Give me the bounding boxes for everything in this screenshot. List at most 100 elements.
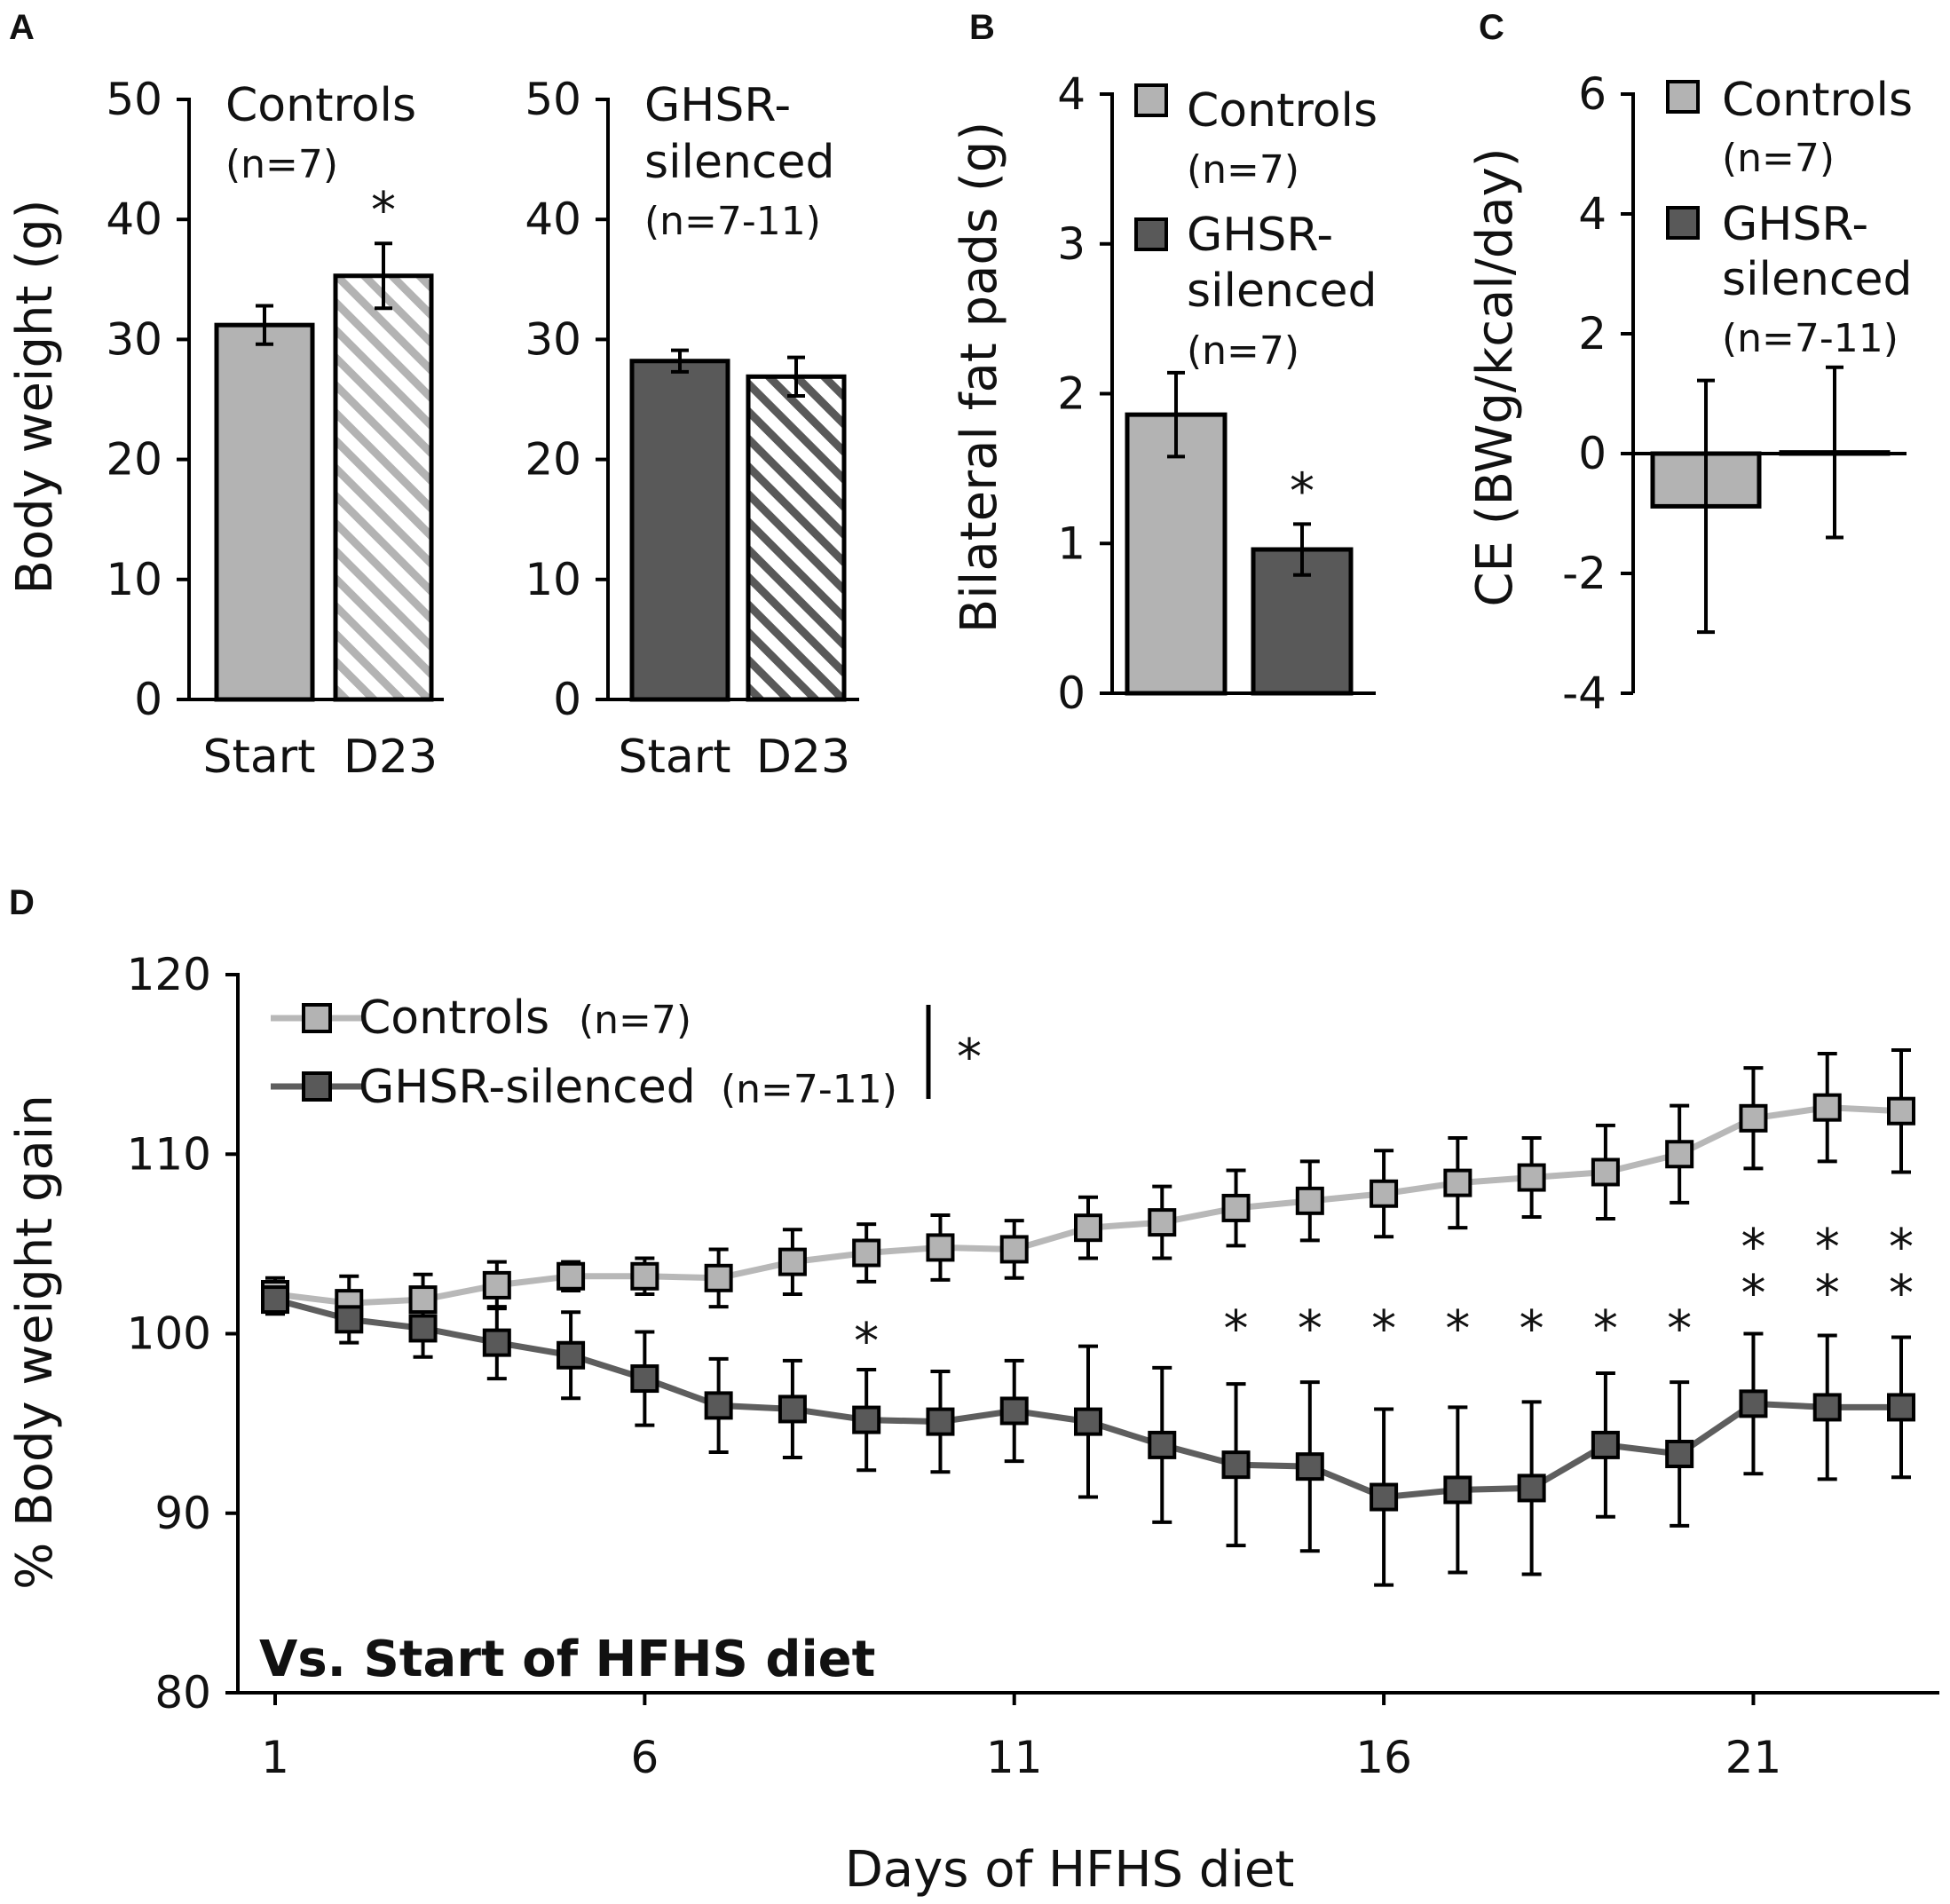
panel-d-ghsr-marker (926, 1407, 955, 1436)
panel-c-legend-controls: Controls (1722, 74, 1913, 127)
panel-c-y-tick-label: 4 (1578, 188, 1607, 240)
panel-d-significance-star-lower: * (1741, 1265, 1765, 1323)
panel-d-ghsr-marker (557, 1340, 586, 1370)
panel-d-controls-marker (1812, 1093, 1842, 1122)
panel-d-controls-marker (852, 1238, 881, 1268)
panel-d-controls-marker (1295, 1186, 1324, 1215)
panel-c-legend-swatch-controls (1666, 80, 1700, 114)
panel-d-controls-marker (408, 1285, 438, 1315)
panel-b-y-tick-label: 4 (1057, 68, 1086, 120)
panel-b-y-axis-title: Bilateral fat pads (g) (951, 122, 1008, 633)
panel-c-legend-ghsr-line2: silenced (1722, 253, 1913, 306)
panel-d-significance-star: * (1520, 1300, 1544, 1358)
panel-label-a: A (9, 8, 35, 47)
panel-b-y-tick-label: 2 (1057, 368, 1086, 420)
panel-label-c: C (1479, 8, 1504, 47)
panel-d-significance-star: * (854, 1313, 879, 1371)
panel-b-chart: Bilateral fat pads (g) 0 1 2 3 4 * Controls … (951, 68, 1378, 719)
panel-c-legend-controls-n: (n=7) (1722, 136, 1835, 181)
panel-label-d: D (9, 883, 35, 922)
panel-d-controls-marker (1591, 1157, 1620, 1187)
panel-d-significance-star-upper: * (1889, 1219, 1914, 1276)
panel-d-ghsr-marker (1148, 1430, 1177, 1459)
panel-d-ghsr-marker (261, 1285, 289, 1315)
panel-d-chart: % Body weight gain Days of HFHS diet 80 9… (6, 949, 1939, 1899)
panel-d-controls-marker (926, 1233, 955, 1262)
panel-d-ghsr-marker (1370, 1482, 1399, 1512)
panel-b-legend-controls: Controls (1187, 84, 1378, 138)
panel-b-legend-ghsr-line1: GHSR- (1187, 209, 1333, 262)
panel-a-controls-y-tick-label: 0 (134, 674, 162, 725)
panel-d-y-tick-label: 90 (154, 1488, 211, 1539)
panel-c-legend: Controls (n=7) GHSR- silenced (n=7-11) (1666, 74, 1913, 361)
panel-c-y-tick-label: 0 (1578, 428, 1607, 479)
panel-d-controls-marker (1665, 1140, 1694, 1169)
panel-d-x-tick-label: 11 (986, 1732, 1043, 1783)
panel-c-y-tick-label: -4 (1562, 668, 1607, 719)
panel-a-ghsr-y-tick-label: 0 (553, 674, 581, 725)
panel-b-legend-ghsr-n: (n=7) (1187, 328, 1299, 374)
panel-a-ghsr-n: (n=7-11) (644, 199, 821, 244)
panel-d-controls-marker (1221, 1193, 1251, 1222)
panel-a-controls-significance-2: * (371, 182, 396, 240)
panel-d-ghsr-marker (1812, 1393, 1842, 1422)
panel-d-significance-star: * * (1889, 1219, 1914, 1323)
panel-d-x-tick-label: 16 (1355, 1732, 1412, 1783)
panel-d-controls-marker (1148, 1208, 1177, 1237)
panel-d-controls-marker (557, 1261, 586, 1291)
panel-a-controls-chart: Body weight (g) 0 10 20 30 40 50 Start * D23 Co… (6, 74, 444, 784)
panel-d-y-tick-label: 100 (127, 1308, 211, 1360)
panel-a-ghsr-bar-1 (629, 359, 730, 702)
panel-d-controls-marker (1443, 1168, 1472, 1197)
panel-d-ghsr-marker (999, 1396, 1029, 1426)
panel-d-legend-ghsr-n: (n=7-11) (721, 1067, 897, 1112)
panel-d-legend-significance: * (957, 1029, 982, 1086)
panel-d-significance-star: * (1593, 1300, 1618, 1358)
panel-d-significance-star: * (1298, 1300, 1322, 1358)
panel-d-controls-marker (1370, 1179, 1399, 1208)
panel-d-ghsr-marker (1295, 1452, 1324, 1481)
panel-a-y-axis-title: Body weight (g) (6, 199, 64, 594)
panel-d-ghsr-marker (1887, 1393, 1915, 1422)
panel-a-ghsr-category-label-1: Start (618, 731, 730, 784)
panel-c-legend-ghsr-line1: GHSR- (1722, 198, 1868, 251)
panel-a-controls-category-label-1: Start (202, 731, 315, 784)
panel-b-legend-ghsr-line2: silenced (1187, 265, 1378, 318)
panel-d-y-tick-label: 110 (127, 1128, 211, 1180)
panel-d-annotation: Vs. Start of HFHS diet (259, 1631, 875, 1688)
panel-d-ghsr-marker (1443, 1475, 1472, 1505)
panel-a-ghsr-title-line1: GHSR- (644, 79, 791, 132)
panel-c-y-tick-label: 2 (1578, 308, 1607, 359)
panel-d-significance-star-lower: * (1815, 1265, 1840, 1323)
panel-d-significance-star: * (1445, 1300, 1470, 1358)
panel-d-significance-star: * (1224, 1300, 1249, 1358)
panel-a-ghsr-y-tick-label: 30 (525, 313, 581, 365)
panel-d-significance-star: * (1667, 1300, 1692, 1358)
panel-a-controls-category-label-2: D23 (343, 731, 438, 784)
panel-d-y-axis-title: % Body weight gain (6, 1094, 64, 1590)
panel-c-legend-ghsr-n: (n=7-11) (1722, 316, 1899, 361)
panel-d-legend: Controls (n=7) GHSR-silenced (n=7-11) * (271, 992, 982, 1114)
panel-d-ghsr-marker (778, 1394, 807, 1424)
panel-d-ghsr-marker (1665, 1440, 1694, 1469)
panel-label-b: B (969, 8, 995, 47)
panel-d-significance-star: * (1371, 1300, 1396, 1358)
panel-a-controls-y-tick-label: 30 (106, 313, 162, 365)
panel-d-legend-controls-n: (n=7) (579, 998, 691, 1043)
panel-d-significance-star-upper: * (1815, 1219, 1840, 1276)
panel-d-legend-ghsr: GHSR-silenced (359, 1061, 696, 1114)
panel-b-legend-swatch-ghsr (1134, 217, 1168, 251)
panel-a-ghsr-category-label-2: D23 (756, 731, 850, 784)
panel-a-controls-y-tick-label: 10 (106, 554, 162, 605)
panel-d-ghsr-marker (1591, 1430, 1620, 1459)
panel-d-controls-marker (1517, 1163, 1546, 1192)
panel-d-x-axis-title: Days of HFHS diet (845, 1841, 1295, 1899)
panel-d-ghsr-marker (335, 1305, 364, 1334)
panel-d-x-tick-label: 1 (261, 1732, 289, 1783)
panel-d-ghsr-marker (408, 1314, 438, 1343)
panel-a-controls-y-tick-label: 20 (106, 434, 162, 486)
panel-d-controls-marker (482, 1270, 511, 1300)
panel-d-legend-ghsr-marker (302, 1071, 332, 1102)
panel-b-y-tick-label: 3 (1057, 218, 1086, 270)
